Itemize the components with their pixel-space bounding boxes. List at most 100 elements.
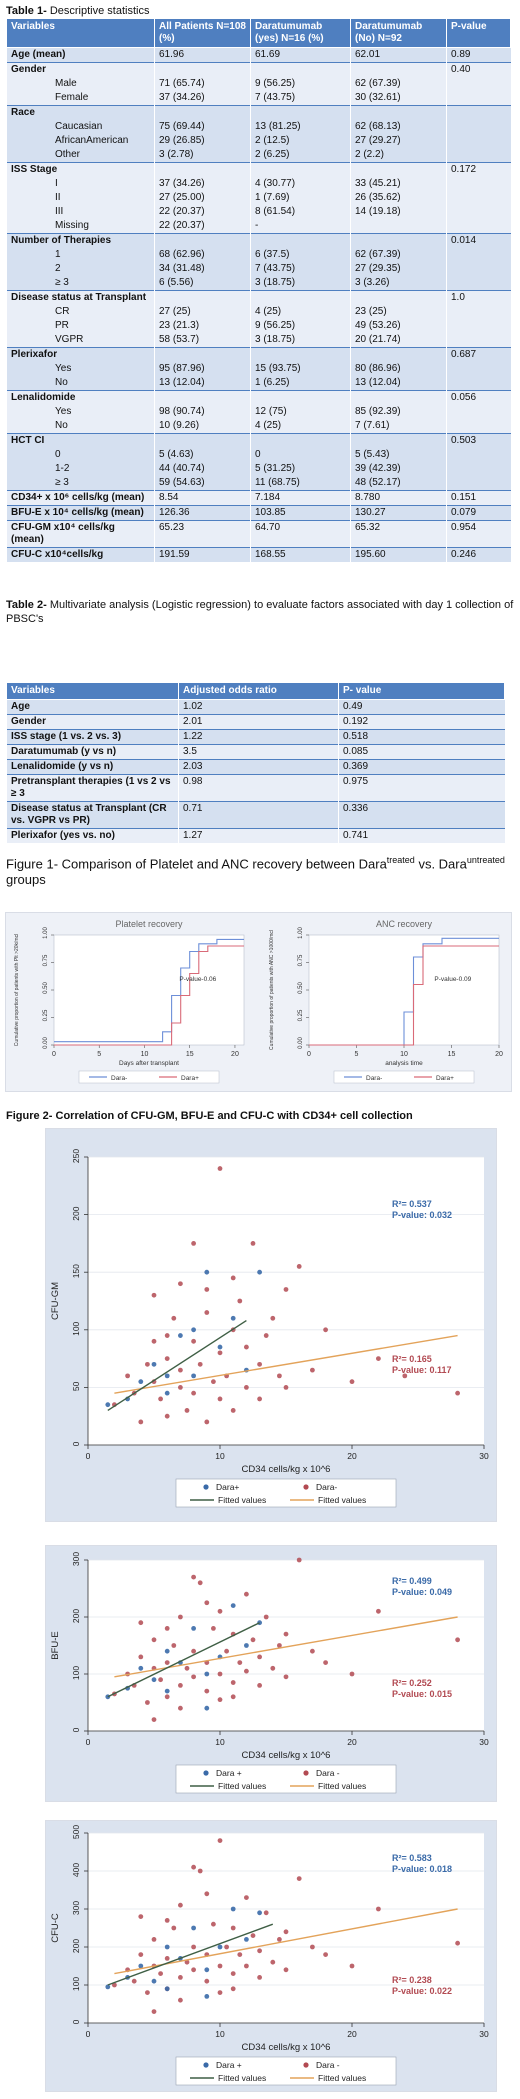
table-cell: 5 (31.25) [250,462,351,476]
data-point-dara-pos [230,1603,236,1608]
bfu-e-scatter-chart: 0 100 200 300 0 10 20 30 CD34 cells/kg x 10^6 BFU… [50,1552,489,1794]
figure1-caption: Figure 1- Comparison of Platelet and ANC… [6,855,505,888]
table-cell: 0.954 [446,520,511,548]
table2-header-cell: P- value [338,682,505,700]
table-cell: Race [6,105,155,120]
table-cell: 9 (56.25) [250,319,351,333]
table-cell: 1.0 [446,290,511,305]
y-tick-label: 0.00 [298,1037,304,1049]
table-cell [446,205,511,219]
y-tick-label: 0.25 [298,1009,304,1021]
table-cell: 37 (34.26) [154,91,251,106]
table-cell: 103.85 [250,505,351,521]
data-point-dara-neg [191,1967,197,1973]
table-cell: Number of Therapies [6,233,155,248]
table-cell: 1.27 [178,828,339,843]
table-cell: 5 (4.63) [154,448,251,462]
table-cell: 61.96 [154,47,251,63]
table-cell [446,276,511,291]
table-cell: 71 (65.74) [154,77,251,91]
table-cell: 49 (53.26) [350,319,447,333]
table-cell: No [6,419,155,434]
table-cell: HCT CI [6,433,155,448]
data-point-dara-pos [105,1694,111,1700]
data-point-dara-neg [270,1665,276,1671]
table-cell: 22 (20.37) [154,219,251,234]
table-cell: 14 (19.18) [350,205,447,219]
table-cell: 0.89 [446,47,511,63]
legend-label: Fitted values [318,1495,366,1505]
data-point-dara-neg [349,1379,355,1385]
table-cell: 62 (67.39) [350,248,447,262]
data-point-dara-neg [217,1166,223,1171]
data-point-dara-neg [455,1390,460,1396]
data-point-dara-neg [349,1671,355,1677]
table-row: Yes 98 (90.74) 12 (75) 85 (92.39) [6,405,511,419]
table-cell [350,105,447,120]
survival-curve [54,945,244,1046]
x-tick-label: 10 [215,1737,225,1747]
data-point-dara-neg [138,1419,144,1425]
x-tick-label: 0 [86,2029,91,2039]
y-tick-label: 0.50 [298,982,304,994]
x-tick-label: 15 [448,1051,456,1058]
table-cell: I [6,177,155,191]
data-point-dara-neg [283,1967,289,1973]
table-cell: 5 (5.43) [350,448,447,462]
y-tick-label: 1.00 [298,927,304,939]
data-point-dara-neg [204,1310,210,1315]
table-cell: 7 (43.75) [250,262,351,276]
table-row: Gender 0.40 [6,62,511,77]
table-cell: 0.014 [446,233,511,248]
table-cell [250,105,351,120]
data-point-dara-neg [217,1608,223,1614]
data-point-dara-pos [164,1986,170,1992]
table-cell [446,77,511,91]
table-cell [446,219,511,234]
data-point-dara-neg [138,1620,144,1626]
data-point-dara-neg [191,1864,197,1870]
table-cell: 6 (37.5) [250,248,351,262]
data-point-dara-pos [204,1994,210,1999]
table-cell: 0.98 [178,774,339,802]
table-cell: 98 (90.74) [154,405,251,419]
legend-label: Fitted values [318,1781,366,1791]
descriptive-statistics-table: Variables All Patients N=108 (%) Daratumum… [6,18,511,562]
y-tick-label: 150 [71,1264,81,1278]
table-cell: 23 (21.3) [154,319,251,333]
data-point-dara-neg [244,1963,249,1969]
table-row: Pretransplant therapies (1 vs 2 vs ≥ 3 0.… [6,774,505,802]
table-cell: 126.36 [154,505,251,521]
table-cell: Yes [6,362,155,376]
table-row: Female 37 (34.26) 7 (43.75) 30 (32.61) [6,91,511,106]
y-tick-label: 0 [71,2019,81,2024]
y-tick-label: 0.00 [43,1037,49,1049]
data-point-dara-neg [230,1925,236,1931]
table-cell [446,448,511,462]
data-point-dara-neg [211,1379,216,1385]
data-point-dara-pos [191,1327,197,1333]
data-point-dara-neg [349,1963,355,1969]
figure2-caption: Figure 2- Correlation of CFU-GM, BFU-E a… [6,1110,413,1122]
x-tick-label: 10 [215,1451,225,1461]
table-cell: 8.780 [350,490,447,506]
y-tick-label: 300 [71,1901,81,1915]
table-cell: 6 (5.56) [154,276,251,291]
table2-header-cell: Variables [6,682,179,700]
y-tick-label: 0 [71,1441,81,1446]
table-row: AfricanAmerican 29 (26.85) 2 (12.5) 27 (29.… [6,134,511,148]
table-cell: 1 (7.69) [250,191,351,205]
data-point-dara-neg [263,1910,269,1916]
data-point-dara-neg [131,1978,137,1984]
table-cell: 37 (34.26) [154,177,251,191]
data-point-dara-neg [237,1298,243,1304]
data-point-dara-pos [164,1688,170,1694]
data-point-dara-neg [178,1705,183,1711]
data-point-dara-neg [204,1419,210,1425]
table-cell: 13 (81.25) [250,120,351,134]
table-cell: 168.55 [250,547,351,562]
table2-header-cell: Adjusted odds ratio [178,682,339,700]
table-cell: 8.54 [154,490,251,506]
bfu-e-scatter-panel: 0 100 200 300 0 10 20 30 CD34 cells/kg x 10^6 BFU… [45,1545,497,1802]
